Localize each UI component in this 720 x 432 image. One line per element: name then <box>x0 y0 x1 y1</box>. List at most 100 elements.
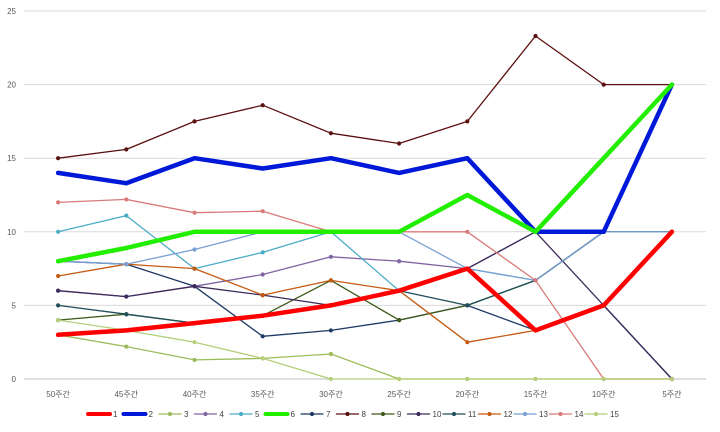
legend-item-5: 5 <box>229 410 260 419</box>
series-line-2 <box>55 82 675 235</box>
legend-label: 8 <box>362 410 367 419</box>
legend-marker <box>203 411 208 417</box>
data-point <box>601 229 606 234</box>
legend-item-14: 14 <box>548 410 584 419</box>
legend-label: 6 <box>291 410 296 419</box>
data-point <box>260 209 265 214</box>
data-point <box>533 33 538 39</box>
x-tick-label: 25주간 <box>387 389 411 399</box>
series-8 <box>56 33 675 161</box>
legend-item-12: 12 <box>477 410 513 419</box>
data-point <box>601 82 606 87</box>
data-point <box>192 266 197 271</box>
data-point <box>192 119 197 124</box>
series-line-3 <box>57 334 673 380</box>
legend-label: 10 <box>433 410 442 419</box>
legend-item-10: 10 <box>406 410 442 419</box>
legend-marker <box>167 411 173 417</box>
legend-marker <box>522 411 528 417</box>
data-point <box>533 229 538 234</box>
legend-label: 3 <box>184 410 189 419</box>
data-point <box>260 103 265 108</box>
data-point <box>260 292 265 298</box>
data-point <box>260 313 265 318</box>
data-point <box>260 356 265 361</box>
series-13 <box>56 229 675 283</box>
data-point <box>465 156 470 161</box>
legend-item-8: 8 <box>335 410 367 419</box>
legend-marker <box>380 411 386 417</box>
data-point <box>124 262 129 267</box>
data-point <box>465 119 470 124</box>
data-point <box>465 229 470 234</box>
data-point <box>397 318 402 323</box>
series-line-14 <box>57 198 673 380</box>
data-point <box>328 156 333 161</box>
data-point <box>328 131 333 136</box>
series-line-8 <box>57 35 673 159</box>
y-tick-label: 0 <box>12 375 17 384</box>
data-point <box>397 229 402 234</box>
data-point <box>124 328 129 333</box>
legend-item-13: 13 <box>513 410 548 419</box>
series-6 <box>55 82 675 264</box>
data-point <box>124 312 129 317</box>
data-point <box>669 376 675 382</box>
data-point <box>124 147 129 152</box>
legend-item-9: 9 <box>371 410 402 419</box>
data-point <box>397 141 402 146</box>
legend-item-1: 1 <box>86 410 118 419</box>
legend-marker <box>558 411 563 417</box>
x-tick-label: 15주간 <box>524 389 548 399</box>
y-tick-label: 15 <box>7 154 16 163</box>
legend-marker <box>345 411 350 417</box>
data-point <box>56 229 61 234</box>
legend-label: 9 <box>397 410 402 419</box>
legend-marker <box>96 411 102 417</box>
legend-item-7: 7 <box>300 410 331 419</box>
data-point <box>56 200 61 205</box>
data-point <box>601 376 606 382</box>
series-line-13 <box>57 231 673 282</box>
data-point <box>669 229 675 234</box>
data-point <box>56 332 61 337</box>
legend-item-11: 11 <box>442 410 477 419</box>
legend-marker <box>416 411 421 417</box>
legend-label: 2 <box>149 410 154 419</box>
y-axis: 0 5 10 15 20 25 <box>7 7 16 384</box>
data-point <box>465 303 470 308</box>
data-point <box>465 376 470 382</box>
x-axis: 50주간 45주간 40주간 35주간 30주간 25주간 20주간 15주간 10주간 5주간 <box>46 389 682 399</box>
data-point <box>465 266 470 271</box>
legend-item-6: 6 <box>263 410 296 419</box>
legend-item-4: 4 <box>193 410 225 419</box>
y-tick-label: 25 <box>7 7 16 16</box>
data-point <box>56 156 61 161</box>
data-point <box>328 278 333 283</box>
data-point <box>465 192 470 198</box>
y-tick-label: 20 <box>7 81 16 90</box>
data-point <box>124 181 129 186</box>
data-point <box>192 229 197 234</box>
legend-item-3: 3 <box>158 410 189 419</box>
data-point <box>465 340 470 345</box>
data-point <box>601 303 606 308</box>
legend-marker <box>274 411 279 417</box>
series-4 <box>56 229 675 299</box>
series-line-1 <box>55 229 675 338</box>
legend-marker <box>487 411 492 417</box>
data-point <box>397 376 402 382</box>
legend-label: 1 <box>113 410 118 419</box>
legend-marker <box>593 411 599 417</box>
data-point <box>124 197 129 202</box>
x-tick-label: 50주간 <box>46 389 70 399</box>
data-point <box>124 344 129 349</box>
legend-label: 13 <box>539 410 548 419</box>
data-point <box>328 254 333 259</box>
series-line-6 <box>55 82 675 264</box>
x-tick-label: 5주간 <box>662 389 682 399</box>
data-point <box>328 303 333 308</box>
data-point <box>56 318 61 323</box>
series-line-15 <box>57 319 673 380</box>
